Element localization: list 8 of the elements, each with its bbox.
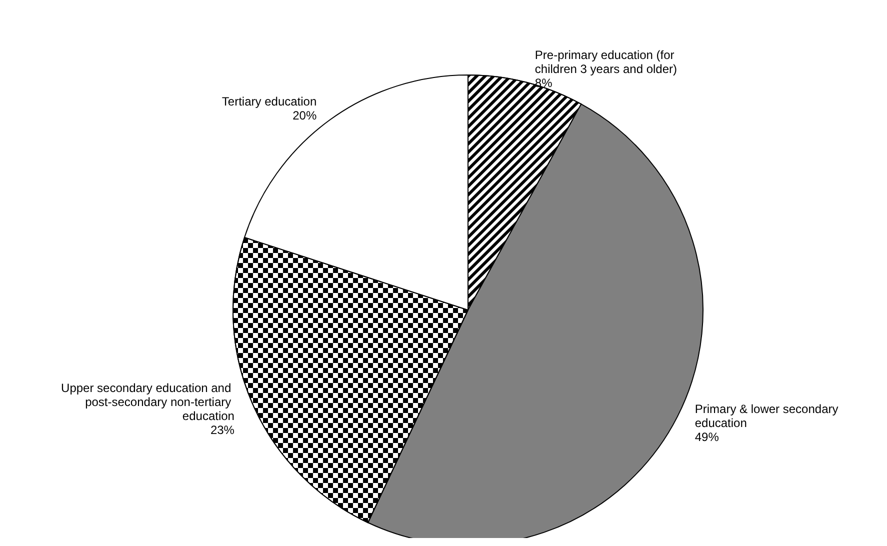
slice-label: Tertiary education [222,94,317,109]
data-label: 20% [292,108,317,123]
data-label: 8% [534,76,553,90]
data-label: 23% [210,422,235,437]
slice-label: Pre-primary education (for children 3 years and older) [534,48,678,76]
slice-label: Upper secondary education and post-secondary non-tertiary education [61,380,234,423]
data-label: 49% [694,430,720,444]
slice-label: Primary & lower secondary education [694,402,842,430]
